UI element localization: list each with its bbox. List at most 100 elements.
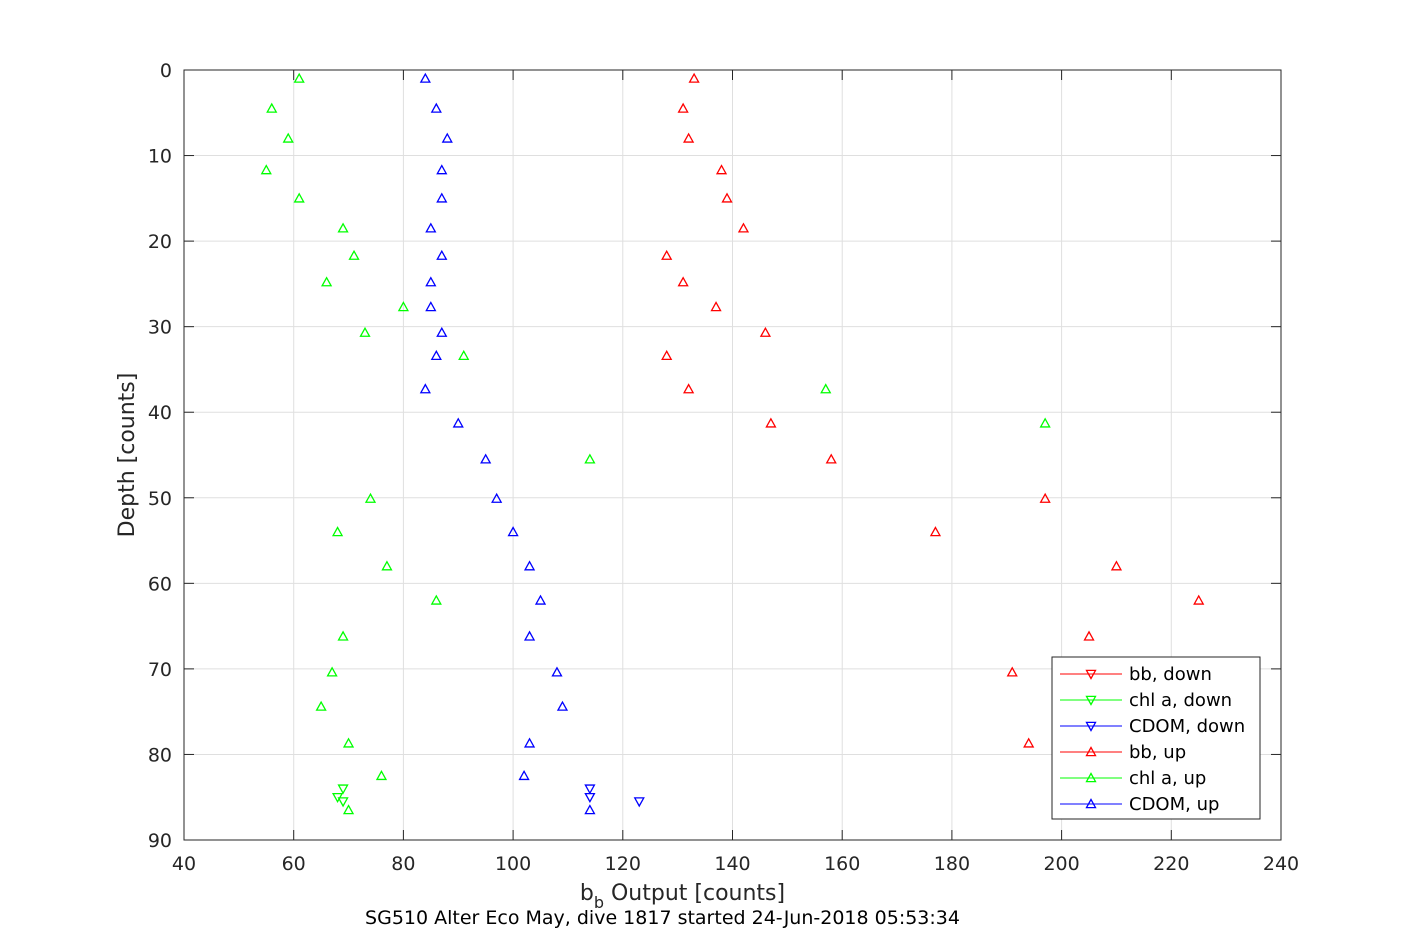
data-point: [1193, 594, 1205, 605]
data-point: [710, 301, 722, 312]
data-point: [1083, 630, 1095, 641]
data-point: [584, 784, 596, 795]
data-point: [419, 72, 431, 83]
x-tick-label: 160: [824, 853, 860, 875]
y-axis-label: Depth [counts]: [115, 373, 140, 538]
y-tick-label: 0: [160, 60, 172, 82]
data-point: [348, 249, 360, 260]
series-5: [419, 72, 596, 815]
legend-marker: [1085, 798, 1097, 809]
data-point: [293, 192, 305, 203]
data-point: [436, 192, 448, 203]
legend-label: bb, up: [1129, 742, 1186, 763]
x-tick-label: 200: [1043, 853, 1079, 875]
y-tick-label: 20: [148, 231, 172, 253]
data-point: [436, 249, 448, 260]
data-point: [929, 526, 942, 537]
y-tick-label: 80: [148, 744, 172, 766]
data-point: [480, 453, 492, 464]
x-tick-label: 140: [714, 853, 750, 875]
data-marks: [260, 72, 1205, 815]
data-point: [688, 72, 700, 83]
data-point: [321, 276, 333, 287]
data-point: [337, 784, 349, 795]
legend-marker: [1085, 772, 1097, 783]
data-point: [430, 102, 442, 113]
legend-marker: [1085, 746, 1097, 757]
data-point: [342, 804, 355, 815]
data-point: [820, 383, 832, 394]
x-axis-label: bb Output [counts]: [580, 881, 785, 912]
data-point: [359, 326, 371, 337]
data-point: [523, 560, 536, 571]
legend-marker: [1085, 721, 1097, 732]
data-point: [518, 769, 530, 781]
data-point: [342, 737, 355, 748]
y-tick-label: 90: [148, 830, 172, 852]
legend-box: [1051, 656, 1261, 820]
legend: bb, down chl a, down CDOM, down bb, up chl a…: [1051, 656, 1261, 820]
data-point: [551, 666, 563, 677]
x-tick-label: 240: [1263, 853, 1299, 875]
x-tick-label: 100: [495, 853, 531, 875]
x-tick-label: 60: [282, 853, 306, 875]
data-point: [721, 192, 733, 203]
legend-label: bb, down: [1129, 664, 1212, 685]
data-point: [1110, 560, 1123, 571]
x-tick-label: 180: [934, 853, 970, 875]
legend-marker: [1085, 695, 1097, 706]
y-tick-label: 30: [148, 317, 172, 339]
data-point: [534, 594, 547, 605]
data-point: [715, 164, 728, 175]
legend-label: chl a, down: [1129, 690, 1232, 711]
data-point: [737, 222, 750, 233]
data-point: [425, 276, 437, 287]
data-point: [315, 700, 327, 711]
y-tick-label: 10: [148, 146, 172, 168]
data-point: [491, 492, 503, 503]
data-point: [1006, 666, 1018, 677]
legend-label: chl a, up: [1129, 768, 1206, 789]
data-point: [266, 102, 278, 113]
data-point: [458, 349, 470, 361]
data-point: [683, 132, 695, 143]
data-point: [759, 326, 772, 337]
data-point: [523, 630, 536, 641]
data-point: [260, 164, 272, 175]
data-point: [507, 526, 519, 537]
y-tick-label: 60: [148, 573, 172, 595]
x-tick-label: 80: [391, 853, 415, 875]
y-tick-label: 50: [148, 488, 172, 510]
chart-caption: SG510 Alter Eco May, dive 1817 started 2…: [365, 907, 960, 929]
data-point: [661, 249, 673, 260]
axis-ticks: 40 60 80 100 120 140 160 180 200 220 240 0 10 20 30 40 5…: [148, 60, 1299, 875]
data-point: [425, 301, 437, 312]
legend-label: CDOM, down: [1129, 716, 1245, 737]
data-point: [677, 102, 689, 113]
data-point: [584, 792, 596, 804]
data-point: [452, 417, 464, 428]
x-tick-label: 40: [172, 853, 196, 875]
data-point: [1039, 417, 1051, 428]
data-point: [326, 666, 338, 677]
legend-label: CDOM, up: [1129, 794, 1219, 815]
data-point: [677, 276, 689, 287]
data-point: [293, 72, 305, 83]
data-point: [430, 349, 442, 361]
data-point: [436, 164, 448, 175]
data-point: [661, 349, 673, 361]
data-point: [419, 383, 431, 394]
data-point: [825, 453, 837, 464]
y-tick-label: 40: [148, 402, 172, 424]
data-point: [364, 492, 377, 503]
data-point: [375, 769, 388, 781]
series-4: [260, 72, 1051, 815]
data-point: [523, 737, 536, 748]
data-point: [683, 383, 695, 394]
data-point: [337, 630, 349, 641]
data-point: [282, 132, 294, 143]
series-1: [331, 784, 349, 808]
x-tick-label: 220: [1153, 853, 1189, 875]
data-point: [765, 417, 777, 428]
data-point: [584, 804, 596, 815]
